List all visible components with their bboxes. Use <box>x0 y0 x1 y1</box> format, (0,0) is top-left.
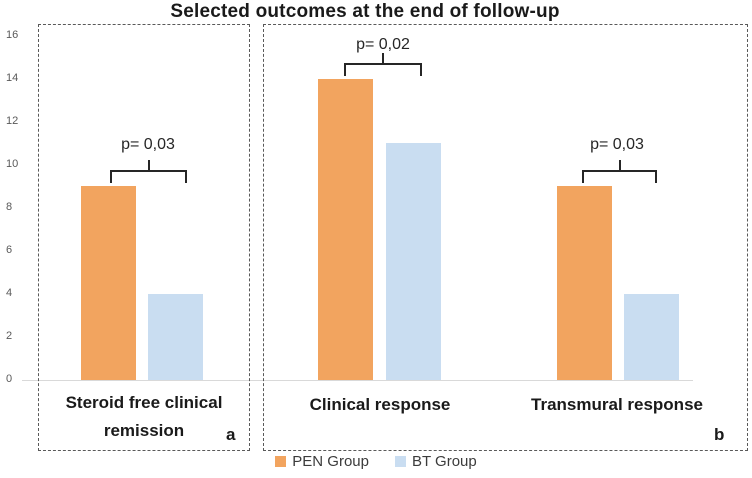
legend-label-pen: PEN Group <box>292 453 369 470</box>
y-tick-label: 2 <box>6 330 13 342</box>
category-label-line1: Steroid free clinical <box>65 393 223 412</box>
y-tick-label: 12 <box>6 115 19 127</box>
significance-bracket-group2 <box>344 53 422 76</box>
legend-item-bt: BT Group <box>394 453 477 470</box>
category-label-clinical-response: Clinical response <box>309 395 451 414</box>
p-value-label-group1: p= 0,03 <box>121 136 175 153</box>
significance-bracket-group1 <box>110 160 187 183</box>
legend-item-pen: PEN Group <box>275 453 369 470</box>
bar-bt-clinical-response <box>386 143 441 380</box>
panel-b-box <box>263 24 748 451</box>
category-label-steroid-free-remission: Steroid free clinical remission <box>38 389 250 445</box>
y-tick-label: 8 <box>6 201 13 213</box>
bar-pen-clinical-response <box>318 79 373 380</box>
panel-a-box <box>38 24 250 451</box>
panel-letter-a: a <box>226 425 236 444</box>
legend-label-bt: BT Group <box>411 453 477 470</box>
pen-group-swatch-icon <box>275 456 287 467</box>
y-tick-label: 14 <box>6 72 19 84</box>
bar-pen-transmural-response <box>557 186 612 380</box>
significance-bracket-group3 <box>582 160 657 183</box>
bt-group-swatch-icon <box>394 456 406 467</box>
x-axis-line <box>22 380 693 381</box>
category-label-transmural-response: Transmural response <box>531 395 703 414</box>
bar-bt-transmural-response <box>624 294 679 380</box>
y-tick-label: 6 <box>6 244 13 256</box>
bar-pen-steroid-free-remission <box>81 186 136 380</box>
category-label-line2: remission <box>103 421 185 440</box>
y-tick-label: 10 <box>6 158 19 170</box>
y-tick-label: 0 <box>6 373 13 385</box>
chart-title: Selected outcomes at the end of follow-u… <box>170 1 560 22</box>
p-value-label-group2: p= 0,02 <box>356 36 410 53</box>
p-value-label-group3: p= 0,03 <box>590 136 644 153</box>
y-tick-label: 16 <box>6 29 19 41</box>
legend: PEN Group BT Group <box>0 453 752 470</box>
bar-bt-steroid-free-remission <box>148 294 203 380</box>
y-tick-label: 4 <box>6 287 13 299</box>
panel-letter-b: b <box>714 425 725 444</box>
